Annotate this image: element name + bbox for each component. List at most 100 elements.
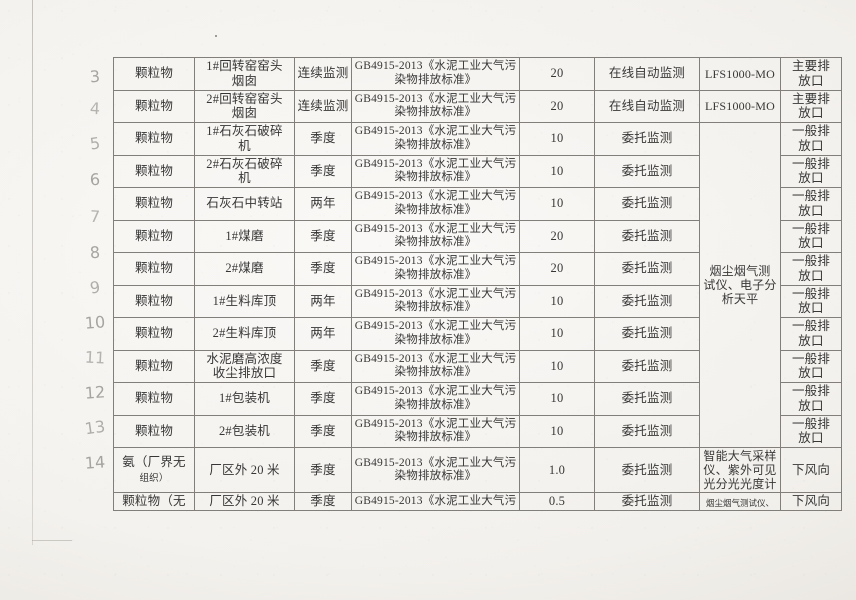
handwritten-number: 4 [89, 98, 101, 119]
outlet-line2: 放口 [798, 73, 824, 88]
cell-monitoring-point: 1#石灰石破碎 机 [194, 122, 295, 156]
point-line1: 1#石灰石破碎 [206, 124, 283, 138]
cell-pollutant: 颗粒物 [113, 89, 195, 123]
handwritten-number: 10 [84, 312, 106, 333]
standard-line1: GB4915-2013《水泥工业大气污 [354, 456, 517, 469]
outlet-line2: 放口 [798, 138, 824, 153]
cell-monitoring-point: 1#生料库顶 [194, 284, 295, 318]
outlet-line2: 放口 [798, 333, 824, 348]
table-row: 颗粒物 2#煤磨 季度 GB4915-2013《水泥工业大气污 染物排放标准》 … [113, 252, 842, 286]
cell-pollutant: 颗粒物 [113, 57, 195, 91]
cell-standard: GB4915-2013《水泥工业大气污 染物排放标准》 [351, 446, 520, 494]
cell-limit: 10 [519, 414, 595, 448]
point-line2: 机 [238, 138, 251, 153]
standard-line1: GB4915-2013《水泥工业大气污 [354, 190, 517, 203]
pollutant-line1: 氨（厂界无 [122, 455, 186, 470]
cell-outlet-type: 一般排 放口 [780, 252, 842, 286]
standard-line2: 染物排放标准》 [394, 171, 477, 184]
cell-outlet-type: 主要排 放口 [780, 89, 842, 123]
cell-limit: 10 [519, 284, 595, 318]
standard-line1: GB4915-2013《水泥工业大气污 [354, 255, 517, 268]
cell-limit: 20 [519, 89, 595, 123]
equipment-line3: 光分光光度计 [703, 477, 777, 492]
cell-outlet-type: 下风向 [780, 446, 842, 494]
cell-frequency: 季度 [294, 349, 352, 383]
cell-monitoring-point: 石灰石中转站 [194, 187, 295, 221]
outlet-line1: 一般排 [791, 254, 831, 268]
cell-standard: GB4915-2013《水泥工业大气污 染物排放标准》 [351, 154, 520, 188]
standard-line1: GB4915-2013《水泥工业大气污 [354, 222, 517, 235]
table-row: 氨（厂界无 组织） 厂区外 20 米 季度 GB4915-2013《水泥工业大气… [113, 446, 842, 494]
cell-method: 在线自动监测 [594, 89, 700, 123]
handwritten-number: 11 [84, 347, 106, 368]
standard-line1: GB4915-2013《水泥工业大气污 [354, 320, 517, 333]
cell-pollutant: 颗粒物 [113, 284, 195, 318]
cell-method: 委托监测 [594, 219, 700, 253]
cell-limit: 1.0 [519, 446, 595, 494]
point-line1: 2#回转窑窑头 [206, 91, 283, 106]
cell-frequency: 连续监测 [294, 57, 352, 91]
equipment-text: 烟尘烟气测试仪、 [705, 497, 774, 508]
cell-limit: 10 [519, 349, 595, 383]
outlet-line2: 放口 [798, 171, 824, 186]
page-edge-line [32, 0, 33, 545]
standard-line2: 染物排放标准》 [394, 268, 477, 281]
cell-outlet-type: 一般排 放口 [780, 382, 842, 416]
cell-method: 委托监测 [594, 492, 700, 512]
outlet-line1: 一般排 [791, 156, 831, 171]
outlet-line1: 一般排 [791, 319, 831, 333]
cell-monitoring-point: 厂区外 20 米 [194, 446, 295, 494]
cell-method: 委托监测 [594, 382, 700, 416]
point-line2: 烟囱 [231, 106, 258, 121]
table-row: 颗粒物 2#包装机 季度 GB4915-2013《水泥工业大气污 染物排放标准》… [113, 414, 842, 448]
handwritten-number: 8 [89, 242, 101, 263]
cell-equipment: LFS1000-MO [699, 89, 781, 123]
cell-limit: 10 [519, 122, 595, 156]
standard-line1: GB4915-2013《水泥工业大气污 [354, 125, 517, 138]
standard-line2: 染物排放标准》 [394, 366, 477, 379]
cell-outlet-type: 主要排 放口 [780, 57, 842, 91]
cell-equipment: LFS1000-MO [699, 57, 781, 91]
cell-method: 委托监测 [594, 414, 700, 448]
page-edge-line-bottom [32, 540, 72, 541]
standard-line2: 染物排放标准》 [394, 106, 477, 119]
standard-line2: 染物排放标准》 [394, 398, 477, 411]
outlet-line2: 放口 [798, 236, 824, 251]
outlet-line2: 放口 [798, 106, 824, 121]
handwritten-number: 14 [84, 452, 106, 473]
cell-standard: GB4915-2013《水泥工业大气污 染物排放标准》 [351, 317, 520, 351]
cell-equipment: 烟尘烟气测试仪、 [699, 492, 781, 512]
cell-pollutant: 颗粒物 [113, 154, 195, 188]
cell-frequency: 两年 [294, 284, 352, 318]
cell-frequency: 连续监测 [294, 89, 352, 123]
cell-frequency: 季度 [294, 219, 352, 253]
cell-pollutant: 颗粒物 [113, 122, 195, 156]
outlet-line2: 放口 [798, 431, 824, 446]
cell-monitoring-point: 2#包装机 [194, 414, 295, 448]
cell-limit: 20 [519, 219, 595, 253]
table-row: 颗粒物 2#石灰石破碎 机 季度 GB4915-2013《水泥工业大气污 染物排… [113, 154, 842, 188]
cell-frequency: 季度 [294, 252, 352, 286]
cell-limit: 20 [519, 57, 595, 91]
cell-limit: 0.5 [519, 492, 595, 512]
outlet-line2: 放口 [798, 366, 824, 381]
cell-method: 委托监测 [594, 317, 700, 351]
handwritten-number: 3 [89, 66, 101, 87]
cell-monitoring-point: 2#煤磨 [194, 252, 295, 286]
table-row: 颗粒物（无 厂区外 20 米 季度 GB4915-2013《水泥工业大气污 0.… [113, 492, 842, 512]
cell-monitoring-point: 1#煤磨 [194, 219, 295, 253]
cell-method: 委托监测 [594, 349, 700, 383]
cell-standard: GB4915-2013《水泥工业大气污 染物排放标准》 [351, 252, 520, 286]
outlet-line1: 一般排 [791, 221, 831, 236]
standard-line2: 染物排放标准》 [394, 431, 477, 444]
cell-pollutant: 氨（厂界无 组织） [113, 446, 195, 494]
cell-monitoring-point: 2#回转窑窑头 烟囱 [194, 89, 295, 123]
cell-pollutant: 颗粒物 [113, 414, 195, 448]
equipment-line1: 烟尘烟气测 [709, 263, 771, 278]
outlet-line1: 一般排 [791, 286, 831, 301]
monitoring-plan-table: 颗粒物 1#回转窑窑头 烟囱 连续监测 GB4915-2013《水泥工业大气污 … [113, 57, 842, 512]
standard-line1: GB4915-2013《水泥工业大气污 [354, 157, 517, 170]
standard-line1: GB4915-2013《水泥工业大气污 [354, 287, 517, 300]
cell-frequency: 两年 [294, 187, 352, 221]
handwritten-number: 7 [89, 206, 101, 227]
